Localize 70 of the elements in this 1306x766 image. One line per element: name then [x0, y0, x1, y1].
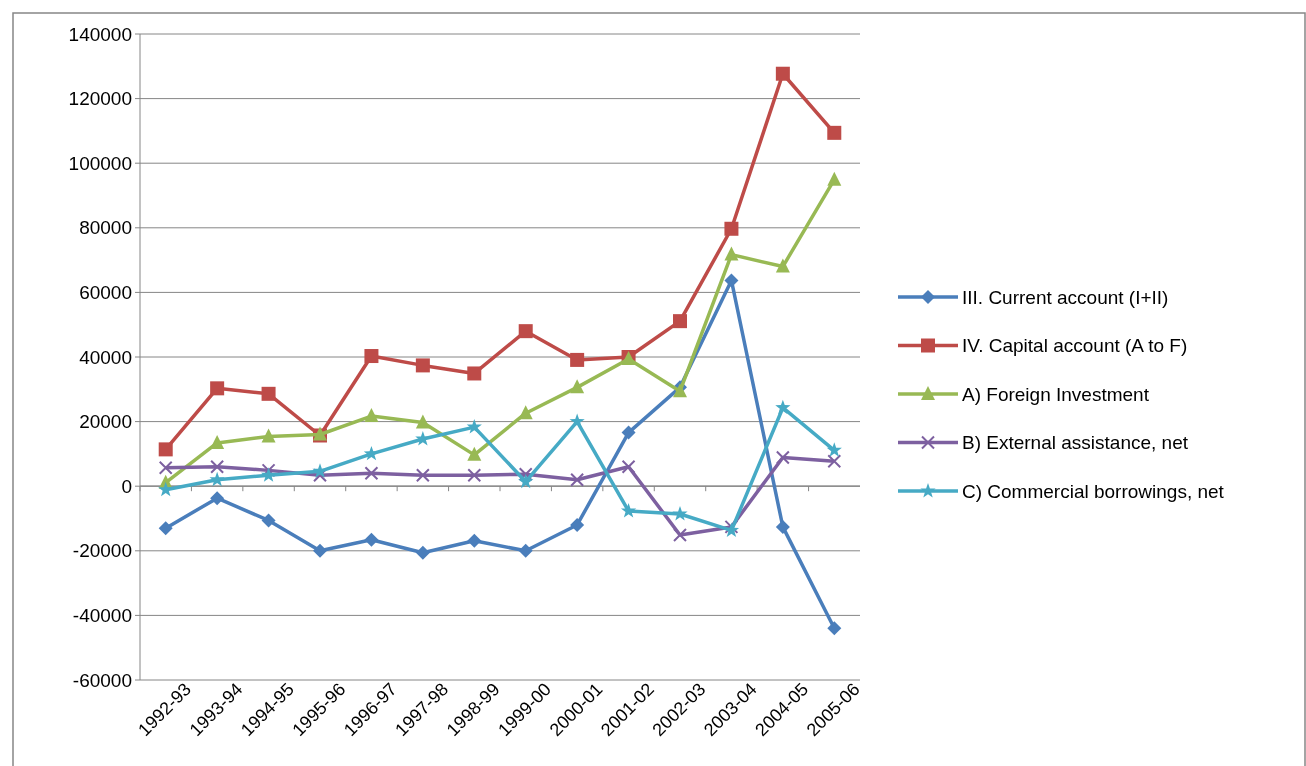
point: [364, 408, 379, 423]
y-tick-label: 100000: [68, 152, 132, 174]
y-tick-label: 20000: [79, 411, 132, 433]
point: [210, 381, 225, 396]
point: [313, 543, 327, 558]
point: [467, 533, 482, 548]
point: [364, 466, 379, 481]
point: [210, 459, 225, 474]
point: [570, 472, 585, 487]
point: [621, 425, 636, 440]
point: [827, 454, 842, 469]
point: [467, 366, 482, 381]
point: [415, 468, 430, 483]
point: [518, 324, 533, 339]
point: [620, 503, 637, 518]
point: [673, 527, 687, 542]
point: [158, 521, 173, 536]
y-tick-label: 60000: [79, 282, 132, 304]
legend-label: C) Commercial borrowings, net: [962, 480, 1225, 502]
point: [826, 442, 842, 457]
legend-label: III. Current account (I+II): [962, 286, 1169, 308]
point: [466, 419, 482, 434]
y-tick-label: -40000: [72, 605, 132, 627]
point: [261, 386, 276, 401]
point: [364, 349, 379, 364]
point: [827, 125, 842, 140]
point: [415, 358, 430, 373]
point: [724, 246, 739, 261]
legend-label: IV. Capital account (A to F): [962, 335, 1188, 357]
point: [210, 491, 225, 506]
point: [518, 405, 533, 420]
point: [775, 450, 790, 465]
point: [158, 460, 173, 475]
point: [518, 543, 533, 558]
point: [158, 442, 173, 457]
point: [467, 468, 482, 483]
point: [415, 414, 430, 429]
point: [775, 399, 791, 415]
point: [827, 621, 842, 636]
point: [775, 258, 790, 273]
point: [467, 446, 482, 461]
point: [621, 459, 636, 474]
point: [724, 221, 739, 236]
point: [518, 473, 534, 489]
point: [570, 379, 585, 394]
point: [415, 545, 430, 560]
y-tick-label: 40000: [79, 346, 132, 368]
point: [775, 519, 790, 534]
point: [210, 434, 225, 449]
y-tick-label: 120000: [68, 88, 132, 110]
y-tick-label: 80000: [79, 217, 132, 239]
point: [827, 171, 842, 186]
y-tick-label: 0: [121, 475, 132, 497]
point: [364, 532, 379, 547]
point: [261, 428, 276, 443]
y-tick-label: 140000: [68, 23, 132, 45]
y-tick-label: -20000: [72, 540, 132, 562]
y-tick-label: -60000: [72, 669, 132, 691]
point: [673, 314, 687, 329]
point: [569, 413, 585, 429]
legend-label: A) Foreign Investment: [962, 383, 1150, 405]
point: [260, 467, 277, 482]
legend-label: B) External assistance, net: [962, 432, 1189, 454]
point: [209, 471, 225, 487]
point: [261, 513, 276, 528]
point: [775, 66, 790, 81]
point: [570, 352, 585, 367]
point: [672, 505, 688, 521]
point: [724, 273, 739, 288]
point: [570, 517, 585, 532]
